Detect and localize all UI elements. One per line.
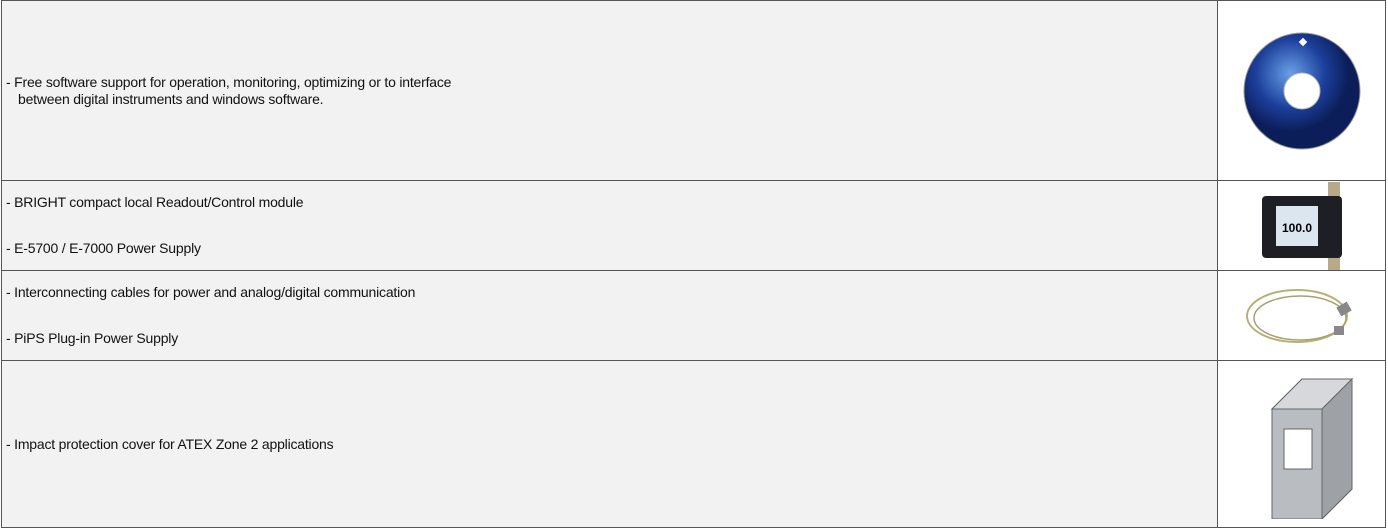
list-item: - Impact protection cover for ATEX Zone … [6,436,1217,453]
text-cell: - Interconnecting cables for power and a… [2,271,1218,360]
table-row: - Impact protection cover for ATEX Zone … [1,360,1386,528]
cd-image [1243,32,1360,149]
device-image: 100.0 [1261,181,1342,270]
item-text: - PiPS Plug-in Power Supply [6,330,179,346]
list-item: - Free software support for operation, m… [6,74,1217,108]
text-cell: - BRIGHT compact local Readout/Control m… [2,181,1218,270]
text-cell: - Impact protection cover for ATEX Zone … [2,361,1218,527]
item-text: - Free software support for operation, m… [6,73,452,90]
item-text: between digital instruments and windows … [18,90,324,107]
cover-image [1270,377,1353,519]
text-cell: - Free software support for operation, m… [2,1,1218,180]
item-text: - BRIGHT compact local Readout/Control m… [6,194,304,210]
cable-image [1245,288,1352,343]
image-cell [1218,1,1385,180]
image-cell [1218,361,1385,527]
list-item: - PiPS Plug-in Power Supply [6,330,1217,347]
svg-text:100.0: 100.0 [1281,221,1311,235]
table-row: - Interconnecting cables for power and a… [1,270,1386,361]
image-cell [1218,271,1385,360]
item-text: - E-5700 / E-7000 Power Supply [6,240,201,256]
image-cell: 100.0 [1218,181,1385,270]
table-row: - Free software support for operation, m… [1,0,1386,181]
item-text: - Interconnecting cables for power and a… [6,284,416,300]
list-item: - E-5700 / E-7000 Power Supply [6,240,1217,257]
item-text: - Impact protection cover for ATEX Zone … [6,435,334,452]
table-row: - BRIGHT compact local Readout/Control m… [1,180,1386,271]
list-item: - Interconnecting cables for power and a… [6,284,1217,301]
list-item: - BRIGHT compact local Readout/Control m… [6,194,1217,211]
